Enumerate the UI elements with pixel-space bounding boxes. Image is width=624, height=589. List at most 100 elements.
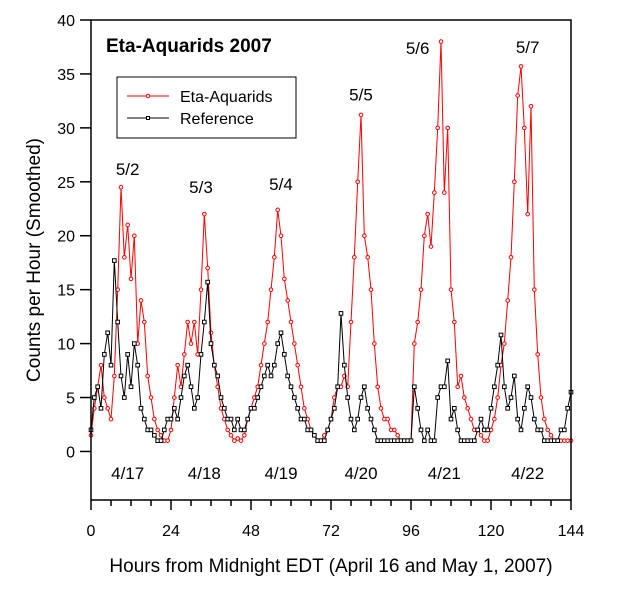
data-point-reference — [275, 341, 280, 346]
date-annotation: 4/17 — [111, 464, 144, 483]
x-axis-label: Hours from Midnight EDT (April 16 and Ma… — [109, 556, 552, 577]
data-point-eta — [452, 319, 457, 325]
data-point-eta — [302, 406, 307, 411]
data-point-reference — [418, 427, 424, 433]
data-point-reference — [268, 373, 274, 379]
data-point-eta — [462, 395, 467, 400]
data-point-eta — [258, 362, 264, 368]
data-point-eta — [418, 287, 424, 292]
data-point-reference — [102, 352, 107, 357]
data-point-eta — [455, 384, 460, 390]
y-tick-label: 40 — [57, 13, 75, 30]
y-tick-label: 15 — [57, 283, 75, 300]
data-point-reference — [432, 438, 437, 443]
data-point-reference — [285, 373, 290, 379]
data-point-reference — [368, 416, 374, 422]
data-point-reference — [412, 384, 417, 390]
data-point-eta — [285, 298, 290, 303]
data-point-eta — [168, 427, 174, 433]
data-point-reference — [508, 395, 514, 400]
data-point-eta — [468, 416, 474, 422]
data-point-eta — [492, 416, 497, 422]
data-point-reference — [355, 416, 360, 422]
data-point-eta — [438, 39, 444, 44]
data-point-eta — [512, 179, 517, 185]
data-point-eta — [228, 432, 234, 438]
legend-label-eta: Eta-Aquarids — [180, 89, 273, 106]
data-point-reference — [505, 406, 510, 411]
data-point-eta — [435, 125, 440, 131]
data-point-reference — [182, 373, 187, 379]
data-point-reference — [478, 416, 484, 422]
data-point-reference — [132, 341, 137, 346]
data-point-eta — [415, 319, 420, 325]
data-point-eta — [385, 416, 390, 422]
data-point-reference — [445, 358, 450, 364]
x-tick-label: 96 — [402, 523, 420, 540]
date-annotation: 4/22 — [511, 464, 544, 483]
data-point-reference — [555, 438, 560, 443]
data-point-reference — [472, 438, 477, 443]
data-point-eta — [525, 211, 530, 217]
data-point-reference — [295, 406, 300, 411]
data-point-reference — [408, 438, 414, 443]
data-point-reference — [142, 416, 147, 422]
data-point-eta — [348, 319, 354, 325]
data-point-eta — [432, 190, 437, 195]
data-point-reference — [425, 427, 430, 433]
data-point-reference — [338, 311, 344, 316]
data-point-reference — [538, 427, 544, 433]
data-point-reference — [498, 332, 504, 338]
legend-marker-eta — [145, 93, 151, 99]
data-point-eta — [425, 211, 430, 217]
data-point-eta — [205, 265, 210, 271]
chart-title: Eta-Aquarids 2007 — [106, 36, 272, 57]
data-point-reference — [125, 352, 130, 357]
date-annotation: 4/21 — [428, 464, 461, 483]
data-point-reference — [175, 416, 180, 422]
date-annotation: 5/2 — [116, 160, 140, 179]
data-point-reference — [185, 362, 190, 368]
data-point-reference — [188, 384, 194, 390]
data-point-reference — [245, 416, 250, 422]
data-point-reference — [475, 427, 480, 433]
x-tick-label: 24 — [162, 523, 180, 540]
y-tick-label: 10 — [57, 337, 75, 354]
data-point-eta — [375, 384, 380, 390]
y-tick-label: 35 — [57, 67, 75, 84]
data-point-eta — [122, 255, 127, 260]
data-point-reference — [282, 352, 287, 357]
data-point-reference — [452, 406, 457, 411]
data-point-eta — [515, 93, 520, 98]
date-annotation: 4/19 — [264, 464, 297, 483]
data-point-eta — [155, 427, 160, 433]
data-point-eta — [288, 319, 294, 325]
x-tick-label: 120 — [478, 523, 505, 540]
y-tick-label: 30 — [57, 121, 75, 138]
data-point-eta — [108, 416, 114, 422]
data-point-eta — [505, 298, 510, 303]
data-point-reference — [252, 406, 257, 411]
data-point-eta — [185, 319, 190, 325]
data-point-reference — [522, 406, 527, 411]
data-point-reference — [565, 406, 570, 411]
data-point-reference — [372, 427, 377, 433]
data-point-eta — [192, 319, 197, 325]
data-point-eta — [545, 427, 550, 433]
data-point-eta — [262, 341, 267, 346]
data-point-reference — [312, 432, 317, 438]
data-point-eta — [242, 432, 247, 438]
data-point-reference — [178, 395, 184, 400]
data-point-reference — [205, 279, 210, 285]
data-point-reference — [322, 438, 327, 443]
data-point-eta — [152, 416, 157, 422]
data-point-eta — [445, 125, 450, 131]
data-point-reference — [258, 384, 264, 390]
data-point-reference — [328, 416, 334, 422]
data-point-reference — [232, 427, 237, 433]
data-point-reference — [502, 384, 507, 390]
data-point-reference — [195, 395, 200, 400]
data-point-eta — [528, 103, 534, 109]
data-point-eta — [368, 287, 374, 292]
